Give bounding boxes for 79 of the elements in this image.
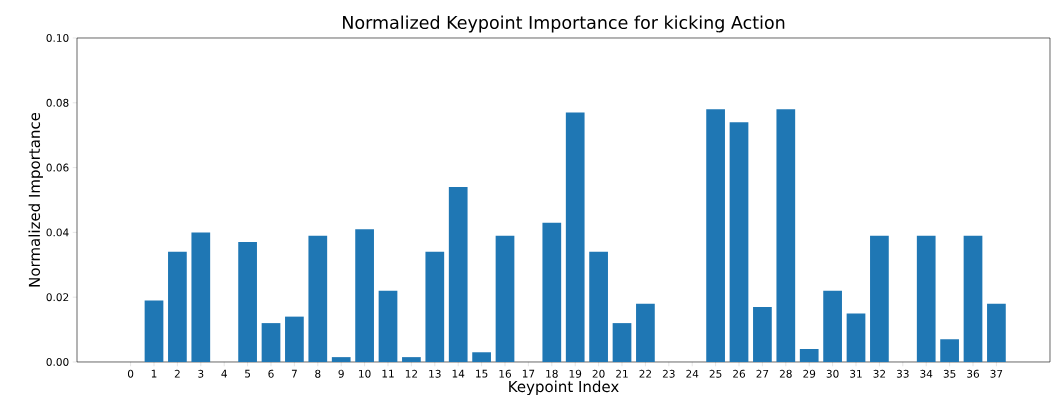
x-tick-label: 18 xyxy=(546,369,558,378)
x-tick-label: 25 xyxy=(709,369,722,378)
x-tick-label: 1 xyxy=(151,369,157,378)
y-tick-label: 0.10 xyxy=(46,34,69,42)
x-tick-label: 23 xyxy=(662,369,675,378)
x-tick-label: 9 xyxy=(338,369,344,378)
bar xyxy=(916,235,936,362)
bar xyxy=(425,251,445,362)
bar xyxy=(753,306,772,362)
x-tick-label: 30 xyxy=(826,369,839,378)
y-tick-label: 0.02 xyxy=(46,293,69,302)
bar xyxy=(589,251,608,362)
x-tick-label: 2 xyxy=(174,369,180,378)
x-tick-label: 3 xyxy=(198,369,204,378)
bar xyxy=(238,242,257,362)
x-tick-label: 0 xyxy=(127,369,134,378)
bar xyxy=(472,352,491,362)
bar xyxy=(448,187,468,362)
x-tick-label: 26 xyxy=(733,369,746,378)
x-tick-label: 17 xyxy=(522,369,535,378)
bar xyxy=(285,316,304,362)
bar xyxy=(846,313,866,362)
x-tick-label: 33 xyxy=(896,369,909,378)
x-tick-label: 14 xyxy=(452,369,465,378)
x-tick-label: 22 xyxy=(639,369,652,378)
bar xyxy=(612,323,632,362)
bar xyxy=(261,323,281,362)
bar xyxy=(799,349,819,362)
x-tick-label: 8 xyxy=(315,369,321,378)
bar xyxy=(776,109,796,362)
bar xyxy=(636,303,655,362)
bar xyxy=(191,232,211,362)
x-tick-label: 28 xyxy=(779,369,792,378)
x-tick-label: 35 xyxy=(943,369,956,378)
bar xyxy=(706,109,725,362)
x-tick-label: 37 xyxy=(990,369,1003,378)
x-tick-label: 13 xyxy=(429,369,441,378)
bar xyxy=(940,339,959,362)
x-tick-label: 12 xyxy=(405,369,418,378)
bar xyxy=(495,235,515,362)
x-tick-label: 16 xyxy=(499,369,512,378)
bar xyxy=(729,122,749,362)
x-tick-label: 29 xyxy=(803,369,816,378)
bar xyxy=(355,229,374,362)
x-tick-label: 10 xyxy=(359,369,371,378)
x-tick-label: 24 xyxy=(686,369,699,378)
bar xyxy=(168,251,187,362)
x-tick-label: 36 xyxy=(967,369,980,378)
bar xyxy=(963,235,983,362)
y-tick-label: 0.08 xyxy=(46,98,69,107)
x-tick-label: 32 xyxy=(873,369,886,378)
bar xyxy=(870,235,889,362)
x-tick-label: 31 xyxy=(850,369,862,378)
y-tick-label: 0.04 xyxy=(46,228,69,237)
chart-title: Normalized Keypoint Importance for kicking Action xyxy=(343,15,785,33)
bar xyxy=(402,357,421,362)
y-tick-label: 0.06 xyxy=(46,163,69,172)
bar xyxy=(331,357,351,362)
x-axis-title: Keypoint Index xyxy=(509,380,619,396)
x-tick-label: 21 xyxy=(616,369,628,378)
x-tick-label: 11 xyxy=(382,369,394,378)
x-tick-label: 4 xyxy=(221,369,227,378)
x-tick-label: 20 xyxy=(592,369,605,378)
bar xyxy=(565,112,585,362)
y-tick-label: 0.00 xyxy=(46,358,69,366)
bar xyxy=(823,290,842,362)
bar xyxy=(308,235,328,362)
x-tick-label: 15 xyxy=(476,369,488,378)
x-tick-label: 5 xyxy=(245,369,251,378)
x-tick-label: 7 xyxy=(291,369,297,378)
bar xyxy=(542,222,562,362)
bar xyxy=(987,303,1006,362)
y-axis-title: Normalized Importance xyxy=(28,112,43,287)
x-tick-label: 27 xyxy=(756,369,769,378)
x-tick-label: 34 xyxy=(920,369,933,378)
x-tick-label: 6 xyxy=(268,369,274,378)
bar xyxy=(144,300,164,362)
bar xyxy=(378,290,398,362)
x-tick-label: 19 xyxy=(569,369,582,378)
